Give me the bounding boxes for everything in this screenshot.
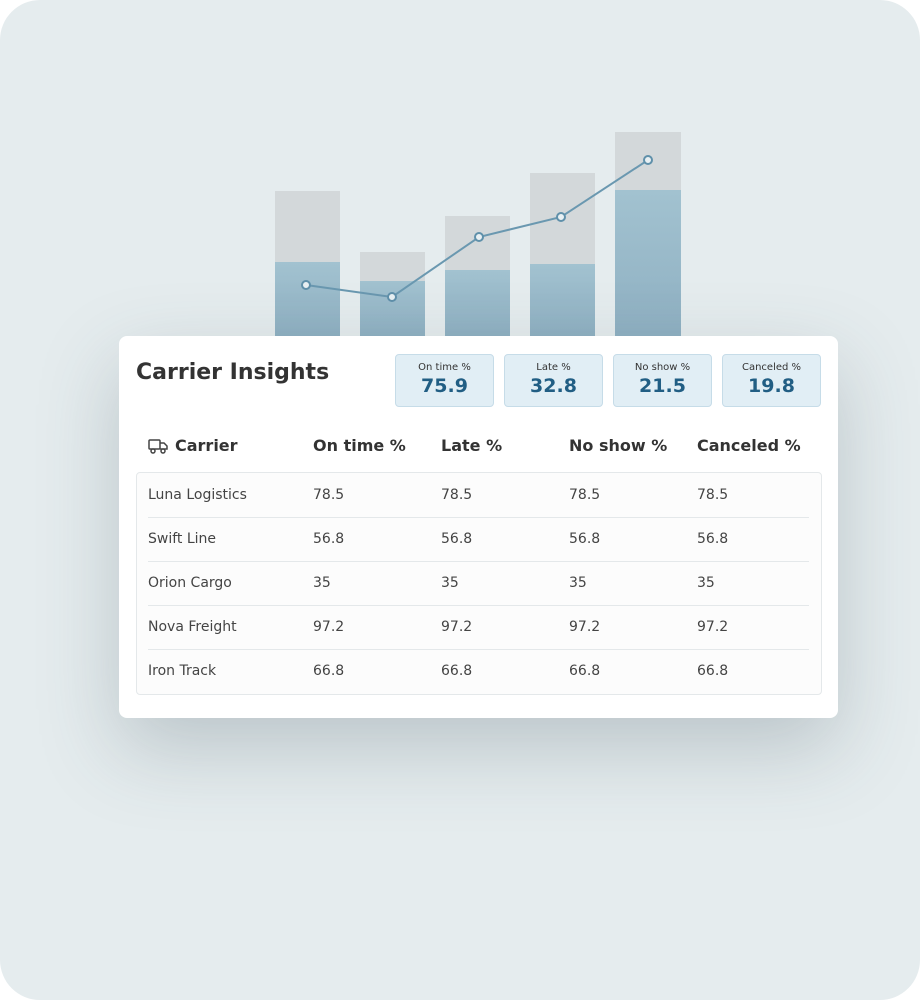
table-cell: 35 bbox=[441, 575, 459, 591]
table-cell: 56.8 bbox=[569, 531, 601, 547]
column-header: On time % bbox=[313, 436, 406, 455]
table-cell: 56.8 bbox=[697, 531, 729, 547]
table-cell: 78.5 bbox=[313, 487, 345, 503]
column-header: Late % bbox=[441, 436, 503, 455]
table-cell: 66.8 bbox=[441, 663, 473, 679]
table-cell: Luna Logistics bbox=[148, 487, 247, 503]
card-title: Carrier Insights bbox=[136, 360, 330, 385]
table-body: Luna Logistics 78.5 78.5 78.5 78.5 Swift Line… bbox=[136, 472, 822, 695]
kpi-box: Canceled % 19.8 bbox=[722, 354, 821, 407]
table-cell: 66.8 bbox=[697, 663, 729, 679]
trend-points bbox=[301, 155, 653, 302]
column-header: No show % bbox=[569, 436, 668, 455]
kpi-value: 21.5 bbox=[639, 375, 686, 397]
column-header: Carrier bbox=[175, 436, 238, 455]
table-cell: 66.8 bbox=[313, 663, 345, 679]
table-cell: 78.5 bbox=[569, 487, 601, 503]
kpi-value: 75.9 bbox=[421, 375, 468, 397]
table-cell: 35 bbox=[569, 575, 587, 591]
table-cell: 35 bbox=[697, 575, 715, 591]
kpi-label: No show % bbox=[634, 362, 691, 373]
table-cell: 78.5 bbox=[441, 487, 473, 503]
truck-icon bbox=[148, 439, 168, 454]
kpi-label: Canceled % bbox=[741, 362, 802, 373]
table-cell: Orion Cargo bbox=[148, 575, 232, 591]
row-separator bbox=[148, 561, 809, 562]
kpi-label: On time % bbox=[418, 362, 471, 373]
table-cell: 66.8 bbox=[569, 663, 601, 679]
row-separator bbox=[148, 605, 809, 606]
table-cell: 97.2 bbox=[697, 619, 729, 635]
column-header: Canceled % bbox=[697, 436, 801, 455]
kpi-box: On time % 75.9 bbox=[395, 354, 494, 407]
kpi-value: 32.8 bbox=[530, 375, 577, 397]
table-cell: 35 bbox=[313, 575, 331, 591]
row-separator bbox=[148, 517, 809, 518]
kpi-label: Late % bbox=[536, 362, 571, 373]
table-cell: Nova Freight bbox=[148, 619, 237, 635]
table-cell: 56.8 bbox=[441, 531, 473, 547]
table-cell: 97.2 bbox=[441, 619, 473, 635]
kpi-value: 19.8 bbox=[748, 375, 795, 397]
table-cell: Iron Track bbox=[148, 663, 217, 679]
table-cell: 78.5 bbox=[697, 487, 729, 503]
table-cell: 56.8 bbox=[313, 531, 345, 547]
table-cell: Swift Line bbox=[148, 531, 217, 547]
row-separator bbox=[148, 649, 809, 650]
table-cell: 97.2 bbox=[569, 619, 601, 635]
insights-card: Carrier Insights Luna Logistics 78.5 78.5 7… bbox=[119, 336, 838, 718]
kpi-box: No show % 21.5 bbox=[613, 354, 712, 407]
kpi-box: Late % 32.8 bbox=[504, 354, 603, 407]
bars bbox=[275, 132, 681, 336]
table-cell: 97.2 bbox=[313, 619, 345, 635]
